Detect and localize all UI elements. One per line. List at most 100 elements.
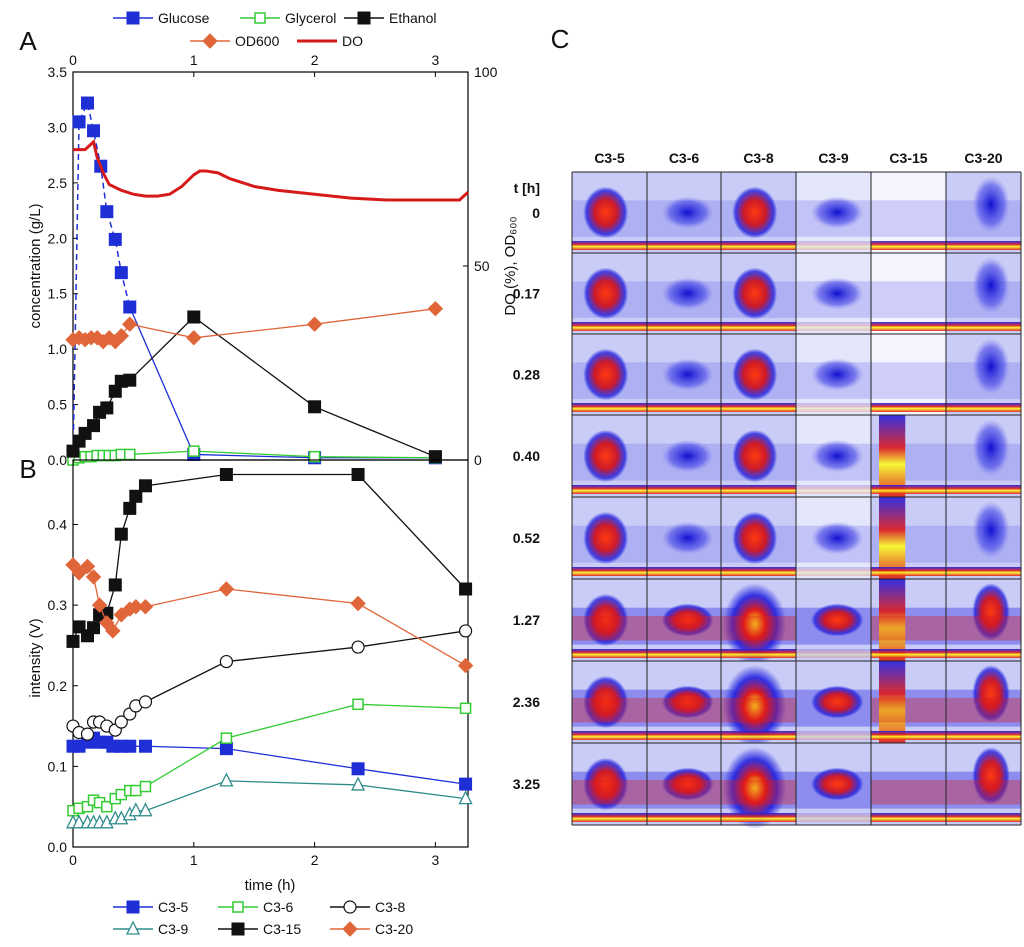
point-c3-8 bbox=[114, 715, 128, 729]
heatmap-blob bbox=[723, 583, 787, 666]
heatmap-column-label: C3-15 bbox=[889, 150, 927, 166]
heatmap-cell bbox=[721, 497, 796, 579]
heatmap-bottom-band bbox=[946, 649, 1021, 658]
plot-frame-b bbox=[72, 459, 469, 848]
legend-marker-c3-5 bbox=[126, 900, 140, 914]
heatmap-cell bbox=[572, 334, 647, 415]
legend-label-c3-9: C3-9 bbox=[158, 921, 189, 937]
point-c3-9 bbox=[458, 790, 473, 805]
heatmap-blob bbox=[972, 583, 1010, 641]
heatmap-cell bbox=[572, 497, 647, 579]
y-tick-label-b: 0.3 bbox=[48, 597, 68, 613]
heatmap-cell bbox=[796, 579, 871, 661]
y2-axis-label-a: DO (%), OD₆₀₀ bbox=[502, 216, 519, 315]
y-tick-label-a: 0.0 bbox=[48, 452, 68, 468]
heatmap-bottom-band bbox=[572, 731, 647, 740]
x-tick-label-b: 1 bbox=[190, 852, 198, 868]
heatmap-blob bbox=[811, 767, 864, 801]
y2-tick-label-a: 0 bbox=[474, 452, 482, 468]
heatmap-cell bbox=[796, 497, 871, 579]
point-c3-6 bbox=[459, 702, 472, 715]
point-c3-15 bbox=[138, 479, 152, 493]
point-c3-20 bbox=[457, 657, 474, 674]
y2-tick-label-a: 50 bbox=[474, 258, 490, 274]
heatmap-bottom-band bbox=[647, 731, 721, 740]
heatmap-cell bbox=[647, 172, 721, 253]
legend-label-ethanol: Ethanol bbox=[389, 10, 436, 26]
point-glucose bbox=[123, 300, 137, 314]
heatmap-blob bbox=[732, 511, 778, 565]
heatmap-blob bbox=[811, 358, 864, 391]
point-c3-5 bbox=[351, 762, 365, 776]
heatmap-blob bbox=[972, 665, 1010, 723]
heatmap-mid-band bbox=[871, 615, 946, 641]
legend-label-c3-15: C3-15 bbox=[263, 921, 301, 937]
heatmap-blob bbox=[972, 338, 1010, 395]
point-c3-5 bbox=[459, 777, 473, 791]
heatmap-bottom-band bbox=[647, 813, 721, 822]
heatmap-cell bbox=[946, 334, 1021, 415]
x-axis-label-b: time (h) bbox=[245, 877, 296, 894]
point-c3-8 bbox=[458, 624, 473, 638]
point-c3-15 bbox=[87, 621, 101, 635]
heatmap-cell bbox=[721, 579, 796, 666]
point-c3-8 bbox=[219, 654, 234, 669]
heatmap-bottom-band bbox=[796, 649, 871, 658]
legend-marker-c3-6 bbox=[232, 901, 244, 913]
legend-label-glycerol: Glycerol bbox=[285, 10, 336, 26]
point-c3-15 bbox=[219, 468, 233, 482]
heatmap-bottom-band bbox=[796, 813, 871, 822]
heatmap-bottom-band bbox=[721, 322, 796, 331]
heatmap-blob bbox=[811, 196, 864, 229]
heatmap-blob bbox=[972, 419, 1010, 477]
heatmap-blob bbox=[732, 348, 778, 401]
point-glucose bbox=[108, 232, 122, 246]
point-c3-20 bbox=[350, 595, 366, 612]
point-c3-6 bbox=[81, 800, 94, 813]
point-ethanol bbox=[87, 419, 101, 433]
y-axis-label-a: concentration (g/L) bbox=[27, 203, 44, 328]
y-axis-label-b: intensity (V) bbox=[27, 618, 44, 697]
legend-label-do: DO bbox=[342, 33, 363, 49]
heatmap-cell bbox=[871, 497, 946, 579]
heatmap-bottom-band bbox=[647, 322, 721, 331]
point-ethanol bbox=[428, 450, 442, 464]
panel-letter-c: C bbox=[551, 24, 570, 54]
heatmap-bottom-band bbox=[871, 813, 946, 822]
heatmap-bottom-band bbox=[647, 567, 721, 576]
y-tick-label-a: 1.5 bbox=[48, 286, 68, 302]
heatmap-cell bbox=[871, 253, 946, 334]
heatmap-row-label: 1.27 bbox=[513, 612, 540, 628]
heatmap-blob bbox=[661, 521, 714, 555]
point-c3-8 bbox=[138, 695, 153, 709]
series-line-do bbox=[73, 138, 470, 202]
heatmap-blob bbox=[661, 767, 714, 801]
heatmap-cell-wash bbox=[871, 771, 946, 809]
point-c3-15 bbox=[351, 468, 365, 482]
y-tick-label-a: 3.5 bbox=[48, 64, 68, 80]
heatmap-bottom-band bbox=[647, 485, 721, 494]
point-c3-6 bbox=[139, 780, 152, 793]
heatmap-row-label: 0.52 bbox=[513, 530, 540, 546]
heatmap-mid-band bbox=[946, 779, 1021, 805]
heatmap-bottom-band bbox=[796, 731, 871, 740]
legend-label-od600: OD600 bbox=[235, 33, 280, 49]
heatmap-cell bbox=[647, 415, 721, 497]
point-c3-20 bbox=[218, 581, 235, 597]
heatmap-bottom-band bbox=[572, 241, 647, 250]
point-c3-20 bbox=[85, 569, 102, 585]
point-ethanol bbox=[100, 401, 114, 415]
point-c3-6 bbox=[220, 732, 233, 744]
heatmap-column-label: C3-6 bbox=[669, 150, 700, 166]
heatmap-bottom-band bbox=[871, 731, 946, 740]
heatmap-blob bbox=[661, 603, 714, 637]
point-c3-9 bbox=[351, 776, 366, 791]
legend-label-c3-20: C3-20 bbox=[375, 921, 413, 937]
heatmap-mid-band bbox=[871, 779, 946, 805]
heatmap-cell bbox=[647, 579, 721, 661]
heatmap-column-label: C3-8 bbox=[743, 150, 774, 166]
legend-marker-c3-15 bbox=[231, 922, 245, 936]
legend-b: C3-5 C3-6 C3-8 C3-9 C3-15 C3-20 bbox=[113, 899, 413, 937]
panel-b: B 0.0 0.1 0.2 0.3 0.4 0 1 2 3 time (h) intensity (V… bbox=[19, 454, 474, 894]
heatmap-cell bbox=[796, 661, 871, 743]
